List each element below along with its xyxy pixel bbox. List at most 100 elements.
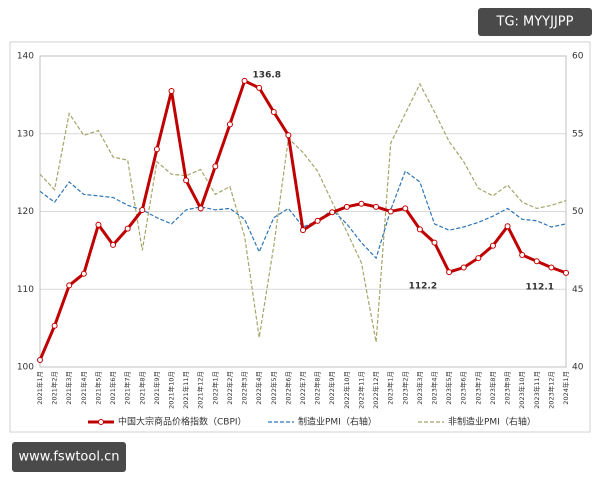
legend-label: 中国大宗商品价格指数（CBPI）	[118, 416, 247, 428]
data-point	[460, 264, 467, 271]
x-tick-label: 2022年5月	[269, 371, 278, 405]
data-point	[212, 163, 219, 170]
plot-border	[39, 55, 567, 368]
series-line	[38, 78, 567, 361]
x-tick-label: 2023年4月	[430, 371, 439, 405]
data-point	[285, 132, 292, 139]
series-line	[39, 170, 567, 260]
x-tick-label: 2021年3月	[64, 371, 73, 405]
data-point	[446, 269, 453, 276]
data-point	[373, 203, 380, 210]
x-tick-label: 2022年6月	[283, 371, 292, 405]
data-point	[475, 255, 482, 262]
data-point	[66, 282, 73, 289]
y2-tick-label: 45	[572, 285, 583, 295]
x-tick-label: 2023年7月	[473, 371, 482, 405]
watermark: TG: MYYJJPP	[496, 15, 574, 30]
data-label: 136.8	[253, 70, 281, 80]
y2-tick-label: 60	[572, 52, 584, 62]
watermark-box	[12, 442, 126, 472]
data-point	[139, 206, 146, 213]
x-tick-label: 2022年7月	[298, 371, 307, 405]
x-tick-label: 2022年11月	[356, 371, 365, 409]
y2-tick-label: 55	[572, 129, 583, 139]
x-tick-label: 2021年4月	[79, 371, 88, 405]
data-point	[314, 217, 321, 224]
x-tick-label: 2023年2月	[400, 371, 409, 405]
data-point	[489, 242, 496, 249]
x-tick-label: 2023年5月	[444, 371, 453, 405]
data-point	[256, 84, 263, 91]
x-tick-label: 2021年2月	[50, 371, 59, 405]
data-label: 112.2	[409, 282, 437, 292]
x-tick-label: 2021年5月	[93, 371, 102, 405]
x-tick-label: 2023年9月	[503, 371, 512, 405]
data-point	[37, 357, 43, 364]
y-tick-label: 130	[17, 129, 34, 139]
data-point	[168, 87, 175, 94]
y-tick-label: 120	[17, 207, 34, 217]
y-tick-label: 140	[17, 52, 34, 62]
y-tick-label: 100	[17, 363, 34, 373]
data-point	[431, 239, 438, 246]
data-point	[548, 264, 555, 271]
data-point	[197, 205, 204, 212]
x-tick-label: 2022年4月	[254, 371, 263, 405]
x-tick-label: 2022年3月	[240, 371, 249, 405]
x-tick-label: 2023年3月	[415, 371, 424, 405]
data-point	[402, 205, 409, 212]
x-tick-label: 2023年12月	[546, 371, 555, 409]
data-point	[504, 223, 511, 230]
data-point	[343, 203, 350, 210]
watermark-box	[478, 8, 592, 36]
data-point	[110, 241, 117, 248]
data-point	[300, 227, 306, 234]
y2-tick-label: 50	[572, 207, 584, 217]
y2-tick-label: 40	[572, 363, 584, 373]
x-tick-label: 2021年11月	[181, 371, 190, 409]
chart-frame	[9, 41, 591, 433]
x-tick-label: 2023年1月	[386, 371, 395, 405]
data-point	[124, 225, 131, 232]
data-point	[416, 226, 423, 233]
x-tick-label: 2022年12月	[371, 371, 380, 409]
data-point	[226, 121, 233, 128]
x-tick-label: 2022年10月	[342, 371, 351, 409]
x-tick-label: 2022年8月	[313, 371, 322, 405]
x-tick-label: 2024年1月	[561, 371, 570, 405]
data-point	[80, 270, 87, 277]
x-tick-label: 2023年6月	[459, 371, 468, 405]
x-tick-label: 2021年1月	[35, 371, 44, 405]
x-tick-label: 2023年8月	[488, 371, 497, 405]
x-tick-label: 2021年12月	[196, 371, 205, 409]
x-tick-label: 2021年7月	[123, 371, 132, 405]
data-point	[519, 252, 526, 259]
data-point	[95, 221, 102, 228]
data-point	[358, 200, 365, 207]
x-tick-label: 2021年6月	[108, 371, 117, 405]
legend-marker	[98, 419, 104, 425]
data-point	[153, 146, 160, 153]
x-tick-label: 2022年9月	[327, 371, 336, 405]
x-tick-label: 2022年1月	[210, 371, 219, 405]
data-point	[183, 177, 190, 184]
legend-label: 制造业PMI（右轴）	[298, 416, 377, 428]
x-tick-label: 2022年2月	[225, 371, 234, 405]
data-point	[533, 258, 540, 265]
data-label: 112.1	[526, 282, 554, 292]
data-point	[270, 108, 277, 115]
data-point	[51, 322, 58, 329]
y-tick-label: 110	[17, 285, 34, 295]
x-tick-label: 2023年10月	[517, 371, 526, 409]
watermark: www.fswtool.cn	[19, 450, 120, 465]
x-tick-label: 2021年10月	[167, 371, 176, 409]
data-point	[563, 269, 569, 276]
data-point	[387, 208, 394, 215]
x-tick-label: 2021年9月	[152, 371, 161, 405]
x-tick-label: 2021年8月	[137, 371, 146, 405]
data-point	[329, 209, 336, 216]
legend-label: 非制造业PMI（右轴）	[448, 416, 536, 428]
data-point	[241, 77, 248, 84]
series-line	[39, 82, 567, 343]
